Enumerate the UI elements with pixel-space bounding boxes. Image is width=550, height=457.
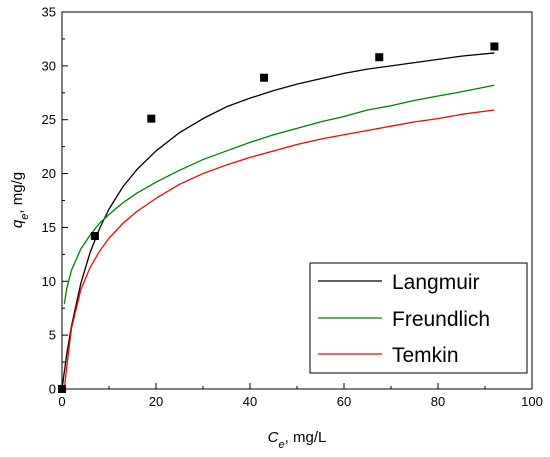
legend-label-temkin: Temkin <box>392 344 459 367</box>
legend-label-langmuir: Langmuir <box>392 271 480 294</box>
data-point <box>260 73 269 82</box>
y-tick-label: 25 <box>42 112 56 127</box>
y-axis-title: qe, mg/g <box>9 172 31 228</box>
y-tick-label: 20 <box>42 166 56 181</box>
data-point <box>375 53 384 62</box>
x-axis: 0 20 40 60 80 100 <box>58 383 543 409</box>
x-tick-label: 60 <box>337 394 351 409</box>
data-point <box>90 232 99 241</box>
series-line-freundlich <box>63 84 495 305</box>
x-tick-label: 80 <box>431 394 445 409</box>
y-tick-label: 0 <box>49 382 56 397</box>
series-line-langmuir <box>62 52 495 389</box>
x-tick-label: 20 <box>149 394 163 409</box>
x-axis-title: Ce, mg/L <box>268 429 327 451</box>
data-point <box>147 114 156 123</box>
legend-label-freundlich: Freundlich <box>392 308 490 331</box>
y-axis: 0 5 10 15 20 25 30 35 <box>42 5 68 397</box>
fitted-curves <box>62 52 495 389</box>
legend: Langmuir Freundlich Temkin <box>309 262 528 374</box>
series-line-temkin <box>63 109 495 389</box>
experimental-points <box>58 42 499 393</box>
y-tick-label: 30 <box>42 58 56 73</box>
y-tick-label: 35 <box>42 5 56 20</box>
data-point <box>58 385 66 393</box>
x-tick-label: 0 <box>58 394 65 409</box>
y-tick-label: 10 <box>42 274 56 289</box>
y-tick-label: 5 <box>49 328 56 343</box>
x-tick-label: 40 <box>243 394 257 409</box>
y-tick-label: 15 <box>42 220 56 235</box>
data-point <box>490 42 499 51</box>
x-tick-label: 100 <box>521 394 543 409</box>
